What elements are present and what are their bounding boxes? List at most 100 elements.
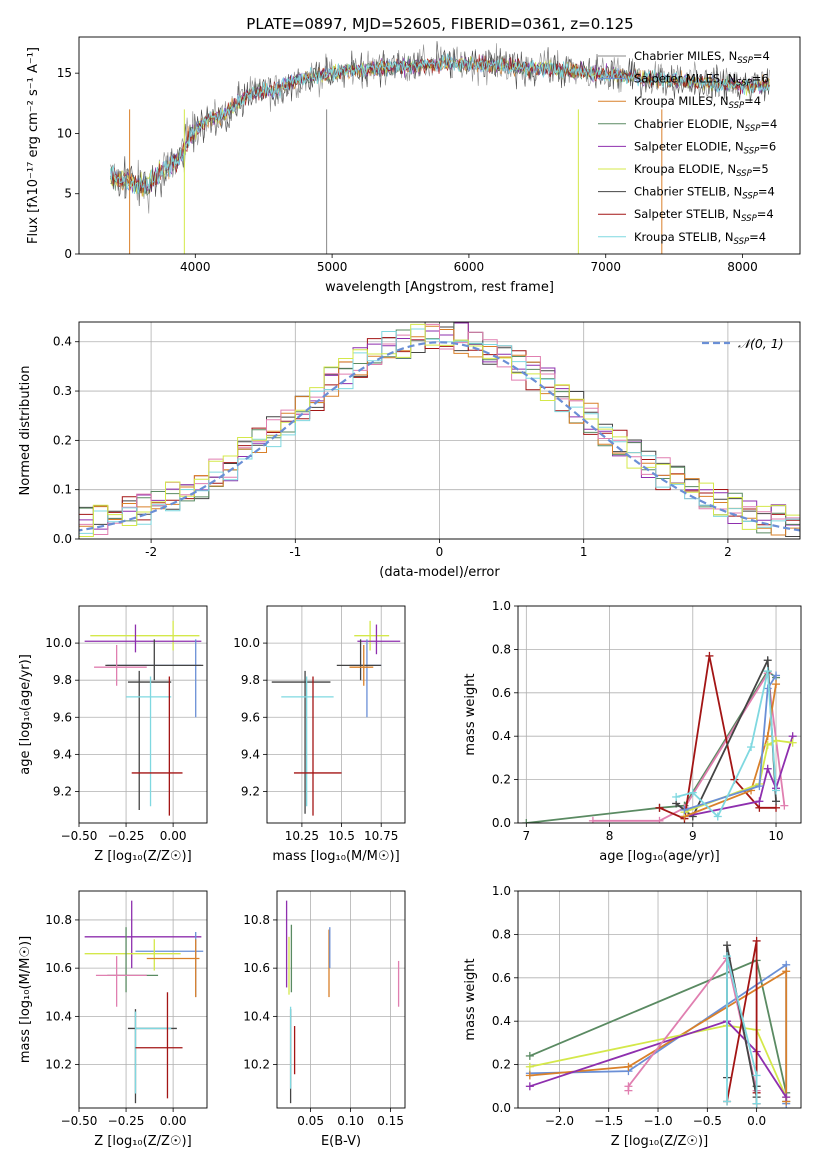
y-tick-label: 0.8 xyxy=(492,927,511,941)
x-tick-label: 0.15 xyxy=(377,1114,404,1128)
legend-label-main: Kroupa ELODIE, N xyxy=(634,162,736,176)
x-tick-label: 10 xyxy=(768,829,783,843)
x-tick-label: 7000 xyxy=(590,260,621,274)
y-tick-label: 0.4 xyxy=(53,335,72,349)
legend-label-sub: SSP xyxy=(742,192,758,202)
plot-area xyxy=(525,936,791,1108)
x-tick-label: −2.0 xyxy=(545,1114,574,1128)
errorbar-point xyxy=(354,620,390,651)
y-tick-label: 0.2 xyxy=(53,433,72,447)
x-tick-label: -2 xyxy=(145,545,157,559)
weight-marker xyxy=(522,819,531,823)
y-tick-label: 9.6 xyxy=(53,710,72,724)
errorbar-point xyxy=(135,931,204,998)
legend-label: Salpeter MILES, NSSP=6 xyxy=(634,72,769,89)
y-tick-label: 10 xyxy=(57,126,72,140)
legend-label-tail: =4 xyxy=(744,94,761,108)
plot-area xyxy=(79,322,800,537)
legend-label-sub: SSP xyxy=(741,214,757,224)
x-axis-label: age [log₁₀(age/yr)] xyxy=(599,849,720,864)
x-tick-label: 10.75 xyxy=(364,829,398,843)
weight-marker xyxy=(782,1093,791,1102)
plot-area xyxy=(285,900,400,1104)
legend-label: 𝒩(0, 1) xyxy=(738,336,784,351)
y-tick-label: 15 xyxy=(57,66,72,80)
weight-marker xyxy=(655,816,664,823)
y-tick-label: 9.4 xyxy=(241,747,260,761)
weight-marker xyxy=(782,967,791,976)
x-tick-label: 4000 xyxy=(180,260,211,274)
panel-residuals: -2 -1 0 1 2 0.0 0.1 0.2 0.3 0.4 (data-model)/error… xyxy=(18,321,801,580)
legend-label: Kroupa ELODIE, NSSP=5 xyxy=(634,162,769,179)
panel-mass-vs-Z: −0.50 −0.25 0.00 10.2 10.4 10.6 10.8 Z [log₁₀(Z… xyxy=(18,890,208,1149)
weight-marker xyxy=(525,1082,534,1091)
y-axis-label: mass weight xyxy=(463,958,478,1040)
errorbar-point xyxy=(131,676,183,816)
panel-weight-vs-Z: −2.0 −1.5 −1.0 −0.5 0.0 0.0 0.2 0.4 0.6 0.8 1.0 Z [… xyxy=(463,884,802,1149)
legend-label-sub: SSP xyxy=(736,79,752,89)
weight-marker xyxy=(788,738,797,747)
weight-marker xyxy=(780,801,789,810)
weight-marker xyxy=(752,936,761,945)
y-tick-label: 9.4 xyxy=(53,747,72,761)
weight-series-line xyxy=(529,1020,787,1098)
errorbar-point xyxy=(336,639,382,681)
errorbar-point xyxy=(90,620,200,651)
y-tick-label: 1.0 xyxy=(492,884,511,898)
y-axis-label: mass weight xyxy=(463,673,478,755)
x-tick-label: −1.5 xyxy=(594,1114,623,1128)
errorbar-point xyxy=(84,939,181,971)
legend-label-main: Salpeter STELIB, N xyxy=(634,207,741,221)
x-tick-label: 8000 xyxy=(727,260,758,274)
y-tick-label: 10.2 xyxy=(243,1058,270,1072)
legend-label-tail: =4 xyxy=(753,49,770,63)
x-tick-label: -1 xyxy=(289,545,301,559)
legend-label-main: Chabrier MILES, N xyxy=(634,49,737,63)
legend-label-tail: =6 xyxy=(752,72,769,86)
weight-marker xyxy=(688,788,697,797)
axes-frame xyxy=(517,890,802,1109)
legend-label: Kroupa STELIB, NSSP=4 xyxy=(634,230,766,247)
errorbar-point xyxy=(84,900,202,969)
legend-label-main: Chabrier ELODIE, N xyxy=(634,117,745,131)
errorbar-point xyxy=(281,676,334,807)
errorbar-point xyxy=(146,939,200,998)
errorbar-point xyxy=(94,644,147,686)
legend-label-sub: SSP xyxy=(744,146,760,156)
legend-label-tail: =6 xyxy=(759,139,776,153)
y-tick-label: 9.2 xyxy=(53,784,72,798)
legend-label: Chabrier MILES, NSSP=4 xyxy=(634,49,770,66)
legend-label-tail: =4 xyxy=(757,207,774,221)
y-tick-label: 9.6 xyxy=(241,710,260,724)
x-axis-label: Z [log₁₀(Z/Z☉)] xyxy=(94,849,191,864)
weight-marker xyxy=(752,1071,761,1080)
weight-marker xyxy=(755,782,764,791)
errorbar-point xyxy=(127,670,172,811)
y-axis-label: Flux [fλ10⁻¹⁷ erg cm⁻² s⁻¹ A⁻¹] xyxy=(26,47,41,244)
x-axis-label: Z [log₁₀(Z/Z☉)] xyxy=(94,1134,191,1149)
weight-marker xyxy=(525,1071,534,1080)
legend-label-main: Kroupa MILES, N xyxy=(634,94,729,108)
x-axis-label: (data-model)/error xyxy=(379,565,500,580)
plot-area xyxy=(522,651,797,823)
weight-marker xyxy=(713,812,722,821)
y-tick-label: 10.0 xyxy=(233,636,260,650)
panel-weight-vs-age: 7 8 9 10 0.0 0.2 0.4 0.6 0.8 1.0 age [log₁₀(age/yr… xyxy=(463,599,802,864)
legend-label: Salpeter STELIB, NSSP=4 xyxy=(634,207,774,224)
legend-label: Salpeter ELODIE, NSSP=6 xyxy=(634,139,776,156)
x-tick-label: −1.0 xyxy=(643,1114,672,1128)
x-tick-label: 0.00 xyxy=(160,829,187,843)
x-tick-label: −0.5 xyxy=(693,1114,722,1128)
legend-label-sub: SSP xyxy=(736,169,752,179)
residual-legend: 𝒩(0, 1) xyxy=(702,336,784,351)
weight-marker xyxy=(723,941,732,950)
y-tick-label: 10.8 xyxy=(243,913,270,927)
y-tick-label: 10.0 xyxy=(45,636,72,650)
y-tick-label: 0.0 xyxy=(492,816,511,830)
y-tick-label: 9.2 xyxy=(241,784,260,798)
weight-marker xyxy=(763,667,772,676)
y-tick-label: 9.8 xyxy=(241,673,260,687)
y-tick-label: 0.2 xyxy=(492,773,511,787)
x-tick-label: 10.25 xyxy=(285,829,319,843)
y-tick-label: 10.6 xyxy=(243,961,270,975)
